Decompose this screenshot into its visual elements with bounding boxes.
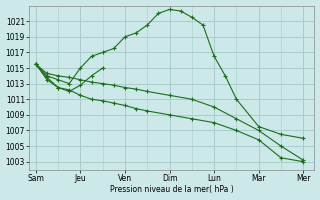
X-axis label: Pression niveau de la mer( hPa ): Pression niveau de la mer( hPa ) (110, 185, 234, 194)
